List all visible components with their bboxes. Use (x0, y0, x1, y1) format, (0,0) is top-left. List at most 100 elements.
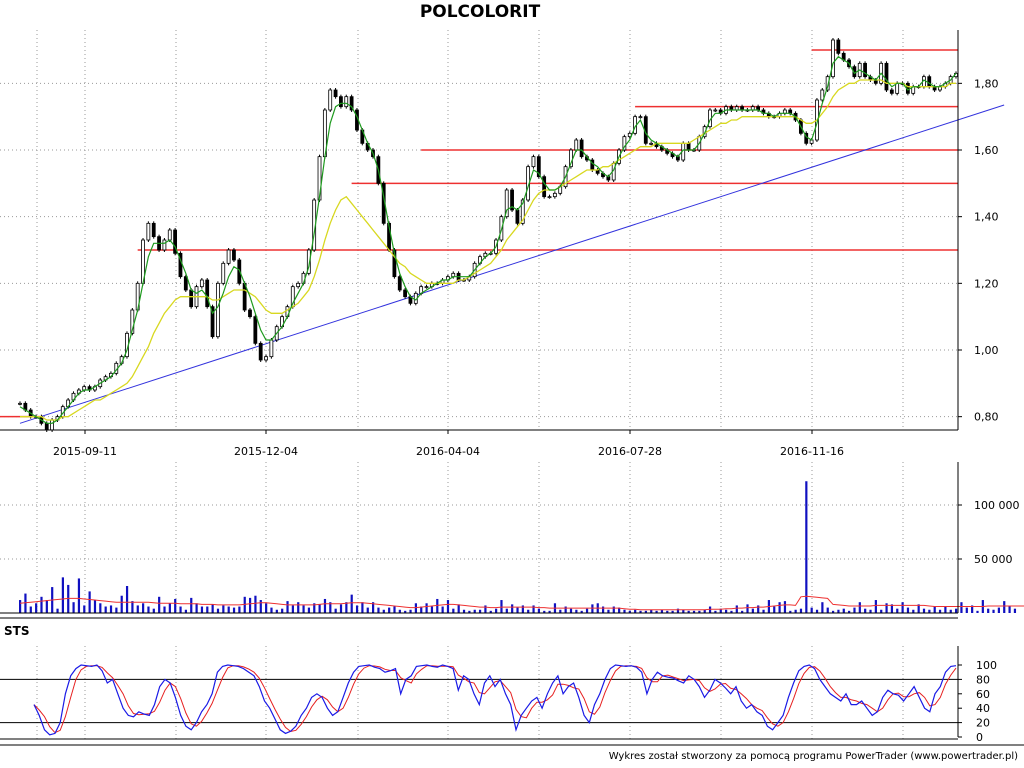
volume-bar (885, 603, 888, 613)
candle-body (296, 282, 301, 288)
candle-body (205, 279, 210, 308)
volume-bar (286, 601, 289, 613)
volume-bar (607, 609, 610, 613)
volume-bar (869, 609, 872, 613)
volume-bar (928, 609, 931, 613)
volume-bar (794, 609, 797, 613)
x-tick-label: 2015-12-04 (234, 445, 298, 458)
volume-bar (714, 610, 717, 613)
volume-panel (19, 481, 1024, 613)
volume-bar (730, 610, 733, 613)
volume-bar (880, 609, 883, 613)
volume-bar (457, 604, 460, 613)
volume-bar (591, 604, 594, 613)
y-tick-label: 1,20 (974, 277, 999, 290)
volume-bar (77, 578, 81, 613)
x-tick-label: 2016-11-16 (780, 445, 844, 458)
candle-body (18, 402, 22, 405)
candle-body (189, 289, 194, 308)
candle-body (520, 199, 525, 224)
candle-body (253, 316, 258, 344)
volume-bar (168, 603, 171, 613)
candle-body (264, 356, 268, 361)
candle-body (306, 249, 311, 274)
y-tick-label: 20 (976, 717, 990, 730)
candle-body (863, 62, 867, 78)
volume-bar (436, 598, 439, 613)
volume-bar (211, 604, 214, 613)
volume-bar (505, 608, 508, 613)
volume-bar (741, 610, 744, 613)
volume-bar (1008, 606, 1011, 613)
volume-bar (473, 609, 476, 613)
candle-body (831, 39, 835, 78)
volume-bar (99, 603, 102, 613)
volume-bar (703, 609, 706, 613)
candle-body (884, 62, 889, 91)
volume-bar (955, 608, 958, 613)
volume-bar (612, 606, 615, 613)
volume-bar (976, 610, 979, 613)
volume-bar (200, 606, 204, 613)
volume-bar (655, 610, 658, 613)
candle-body (44, 422, 49, 431)
candle-body (392, 249, 397, 278)
volume-bar (478, 609, 482, 613)
volume-bar (61, 577, 64, 613)
volume-bar (660, 609, 664, 613)
candle-body (226, 249, 231, 264)
volume-bar (45, 600, 48, 613)
axes: 0,80 1,00 1,20 1,40 1,60 1,80 2015-09-11 2015-1… (0, 30, 1024, 746)
volume-bar (24, 593, 27, 613)
volume-bar (318, 604, 321, 613)
volume-bar (441, 606, 444, 613)
volume-bar (725, 609, 728, 613)
y-tick-label: 0 (976, 731, 983, 744)
y-tick-label: 50 000 (974, 553, 1013, 566)
sts-d-line (33, 665, 957, 734)
volume-bar (799, 608, 803, 613)
candle-body (574, 139, 579, 151)
volume-bar (805, 481, 808, 613)
volume-bar (152, 608, 155, 613)
volume-bar (997, 607, 1000, 613)
volume-bar (890, 604, 894, 613)
volume-bar (933, 606, 936, 613)
candle-body (504, 189, 509, 218)
volume-bar (147, 606, 150, 613)
volume-bar (393, 606, 396, 613)
volume-bar (548, 610, 551, 613)
volume-bar (425, 603, 428, 613)
volume-bar (388, 607, 391, 613)
volume-bar (377, 607, 380, 613)
candle-body (130, 309, 135, 334)
volume-bar (511, 604, 514, 613)
candle-body (162, 239, 167, 251)
volume-bar (971, 605, 974, 613)
volume-bar (708, 606, 712, 613)
volume-bar (206, 606, 209, 613)
volume-bar (281, 608, 284, 613)
candle-body (339, 96, 343, 108)
candle-body (349, 96, 354, 111)
volume-bar (901, 602, 904, 613)
candle-body (713, 109, 718, 112)
volume-bar (853, 607, 856, 613)
volume-bar (120, 595, 123, 613)
x-tick-label: 2015-09-11 (53, 445, 117, 458)
volume-bar (575, 609, 578, 613)
volume-bar (682, 609, 685, 613)
volume-bar (762, 609, 765, 613)
volume-bar (495, 608, 498, 613)
candle-body (248, 309, 252, 318)
volume-bar (158, 596, 161, 613)
y-tick-label: 80 (976, 673, 990, 686)
volume-bar (666, 610, 669, 613)
volume-bar (815, 609, 819, 613)
volume-bar (944, 606, 947, 613)
volume-bar (580, 610, 583, 613)
volume-average-line (19, 595, 1024, 611)
volume-bar (184, 609, 188, 613)
sts-k-line (33, 664, 957, 736)
volume-bar (938, 609, 942, 613)
